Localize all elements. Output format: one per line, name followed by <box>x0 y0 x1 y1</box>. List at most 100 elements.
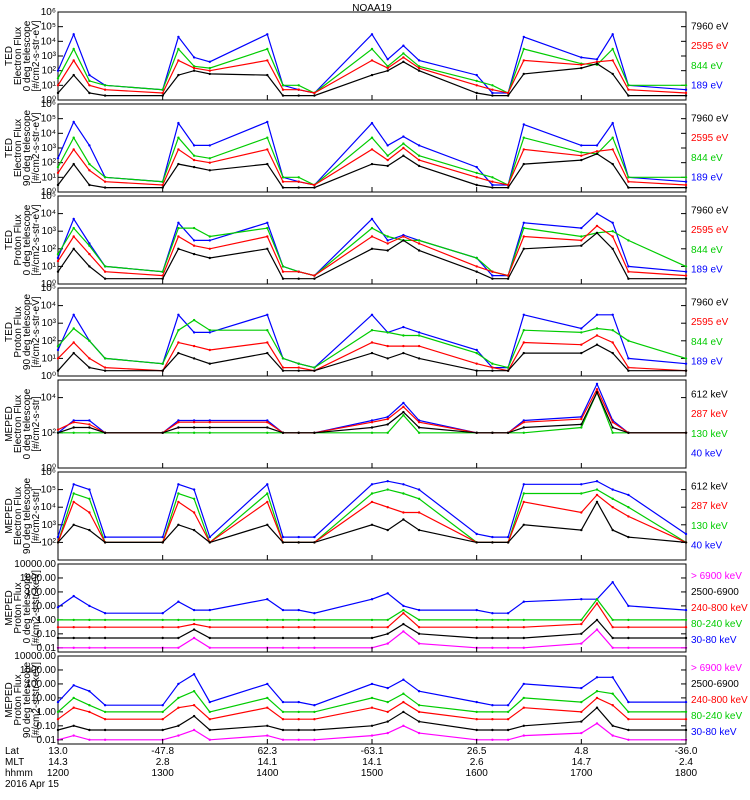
x-tick-label-hhmm: 1300 <box>152 768 175 779</box>
data-point <box>177 341 180 344</box>
data-point <box>370 341 374 344</box>
data-point <box>595 152 599 155</box>
data-point <box>177 600 180 603</box>
data-point <box>627 366 630 369</box>
data-point <box>386 242 389 245</box>
data-point <box>386 69 389 72</box>
data-point <box>522 247 525 250</box>
data-point <box>506 183 510 187</box>
data-point <box>266 73 269 77</box>
data-point <box>402 678 405 681</box>
data-point <box>522 646 525 649</box>
data-point <box>580 144 583 147</box>
data-point <box>386 710 389 714</box>
data-point <box>72 136 75 139</box>
y-axis-label: 90 deg telescope <box>22 477 33 554</box>
data-point <box>417 66 421 70</box>
data-point <box>475 718 478 721</box>
data-point <box>370 636 374 640</box>
y-tick-label: 10.00 <box>31 693 56 704</box>
y-tick-label: 10⁴ <box>41 301 56 312</box>
data-point <box>580 56 583 59</box>
data-point <box>627 718 630 721</box>
legend-entry: 287 keV <box>691 501 728 512</box>
data-point <box>386 58 389 61</box>
data-point <box>177 419 180 422</box>
data-point <box>370 421 374 424</box>
data-point <box>56 369 60 372</box>
x-row-label-mlt: MLT <box>5 757 24 768</box>
series-line-130-kev <box>57 488 687 544</box>
data-point <box>297 270 300 273</box>
data-point <box>386 632 389 635</box>
data-point <box>88 357 91 360</box>
legend-entry: 287 keV <box>691 409 728 420</box>
data-point <box>475 351 478 355</box>
data-point <box>522 500 525 504</box>
data-point <box>684 88 688 91</box>
legend-entry: 2595 eV <box>691 317 729 328</box>
data-point <box>684 277 688 280</box>
data-point <box>192 244 196 247</box>
data-point <box>281 646 285 649</box>
data-point <box>208 426 211 429</box>
panel-8: 0.01 0.10 1.00 10.00 100.00 1000.00 10000.00 ME… <box>4 651 748 746</box>
data-point <box>417 704 421 707</box>
legend-entry: 189 eV <box>691 264 723 275</box>
data-point <box>417 632 421 635</box>
data-point <box>611 421 614 424</box>
data-point <box>56 357 60 360</box>
data-point <box>88 511 91 514</box>
data-point <box>103 265 107 268</box>
data-point <box>88 366 91 369</box>
data-point <box>475 265 478 268</box>
data-point <box>386 239 389 242</box>
data-point <box>177 682 180 686</box>
data-point <box>177 47 180 51</box>
data-point <box>595 388 599 391</box>
data-point <box>161 704 164 707</box>
legend-entry: 612 keV <box>691 482 728 493</box>
data-point <box>402 700 405 704</box>
data-point <box>266 313 269 316</box>
y-tick-label: 0.01 <box>37 643 57 654</box>
data-point <box>611 431 614 434</box>
y-tick-label: 10³ <box>42 520 57 531</box>
data-point <box>161 541 164 544</box>
data-point <box>88 710 91 714</box>
data-point <box>522 136 525 139</box>
y-axis-label: [#/cm2-s-str-eV] <box>31 204 42 275</box>
data-point <box>161 626 164 629</box>
data-point <box>580 618 583 622</box>
data-point <box>522 221 525 224</box>
data-point <box>475 431 478 434</box>
data-point <box>297 535 300 539</box>
data-point <box>56 535 60 539</box>
data-point <box>386 431 389 434</box>
data-point <box>313 277 316 280</box>
y-axis-label: 0 deg telescope <box>22 572 33 643</box>
data-point <box>103 270 107 273</box>
panel-frame <box>57 11 687 101</box>
data-point <box>611 148 614 151</box>
data-point <box>627 84 630 87</box>
legend-entry: 240-800 keV <box>691 695 748 706</box>
data-point <box>611 351 614 355</box>
data-point <box>402 492 405 495</box>
legend-entry: > 6900 keV <box>691 663 742 674</box>
data-point <box>417 65 421 68</box>
data-point <box>611 488 614 491</box>
data-point <box>266 421 269 424</box>
data-point <box>522 706 525 709</box>
data-point <box>297 180 300 183</box>
x-tick-label-mlt: 14.1 <box>258 757 278 768</box>
data-point <box>192 419 196 422</box>
data-point <box>595 60 599 63</box>
data-point <box>177 636 180 640</box>
data-point <box>627 186 630 189</box>
data-point <box>580 63 583 66</box>
y-tick-label: 10³ <box>42 226 57 237</box>
data-point <box>627 700 630 704</box>
panel-frame <box>57 103 687 193</box>
data-point <box>72 626 75 629</box>
